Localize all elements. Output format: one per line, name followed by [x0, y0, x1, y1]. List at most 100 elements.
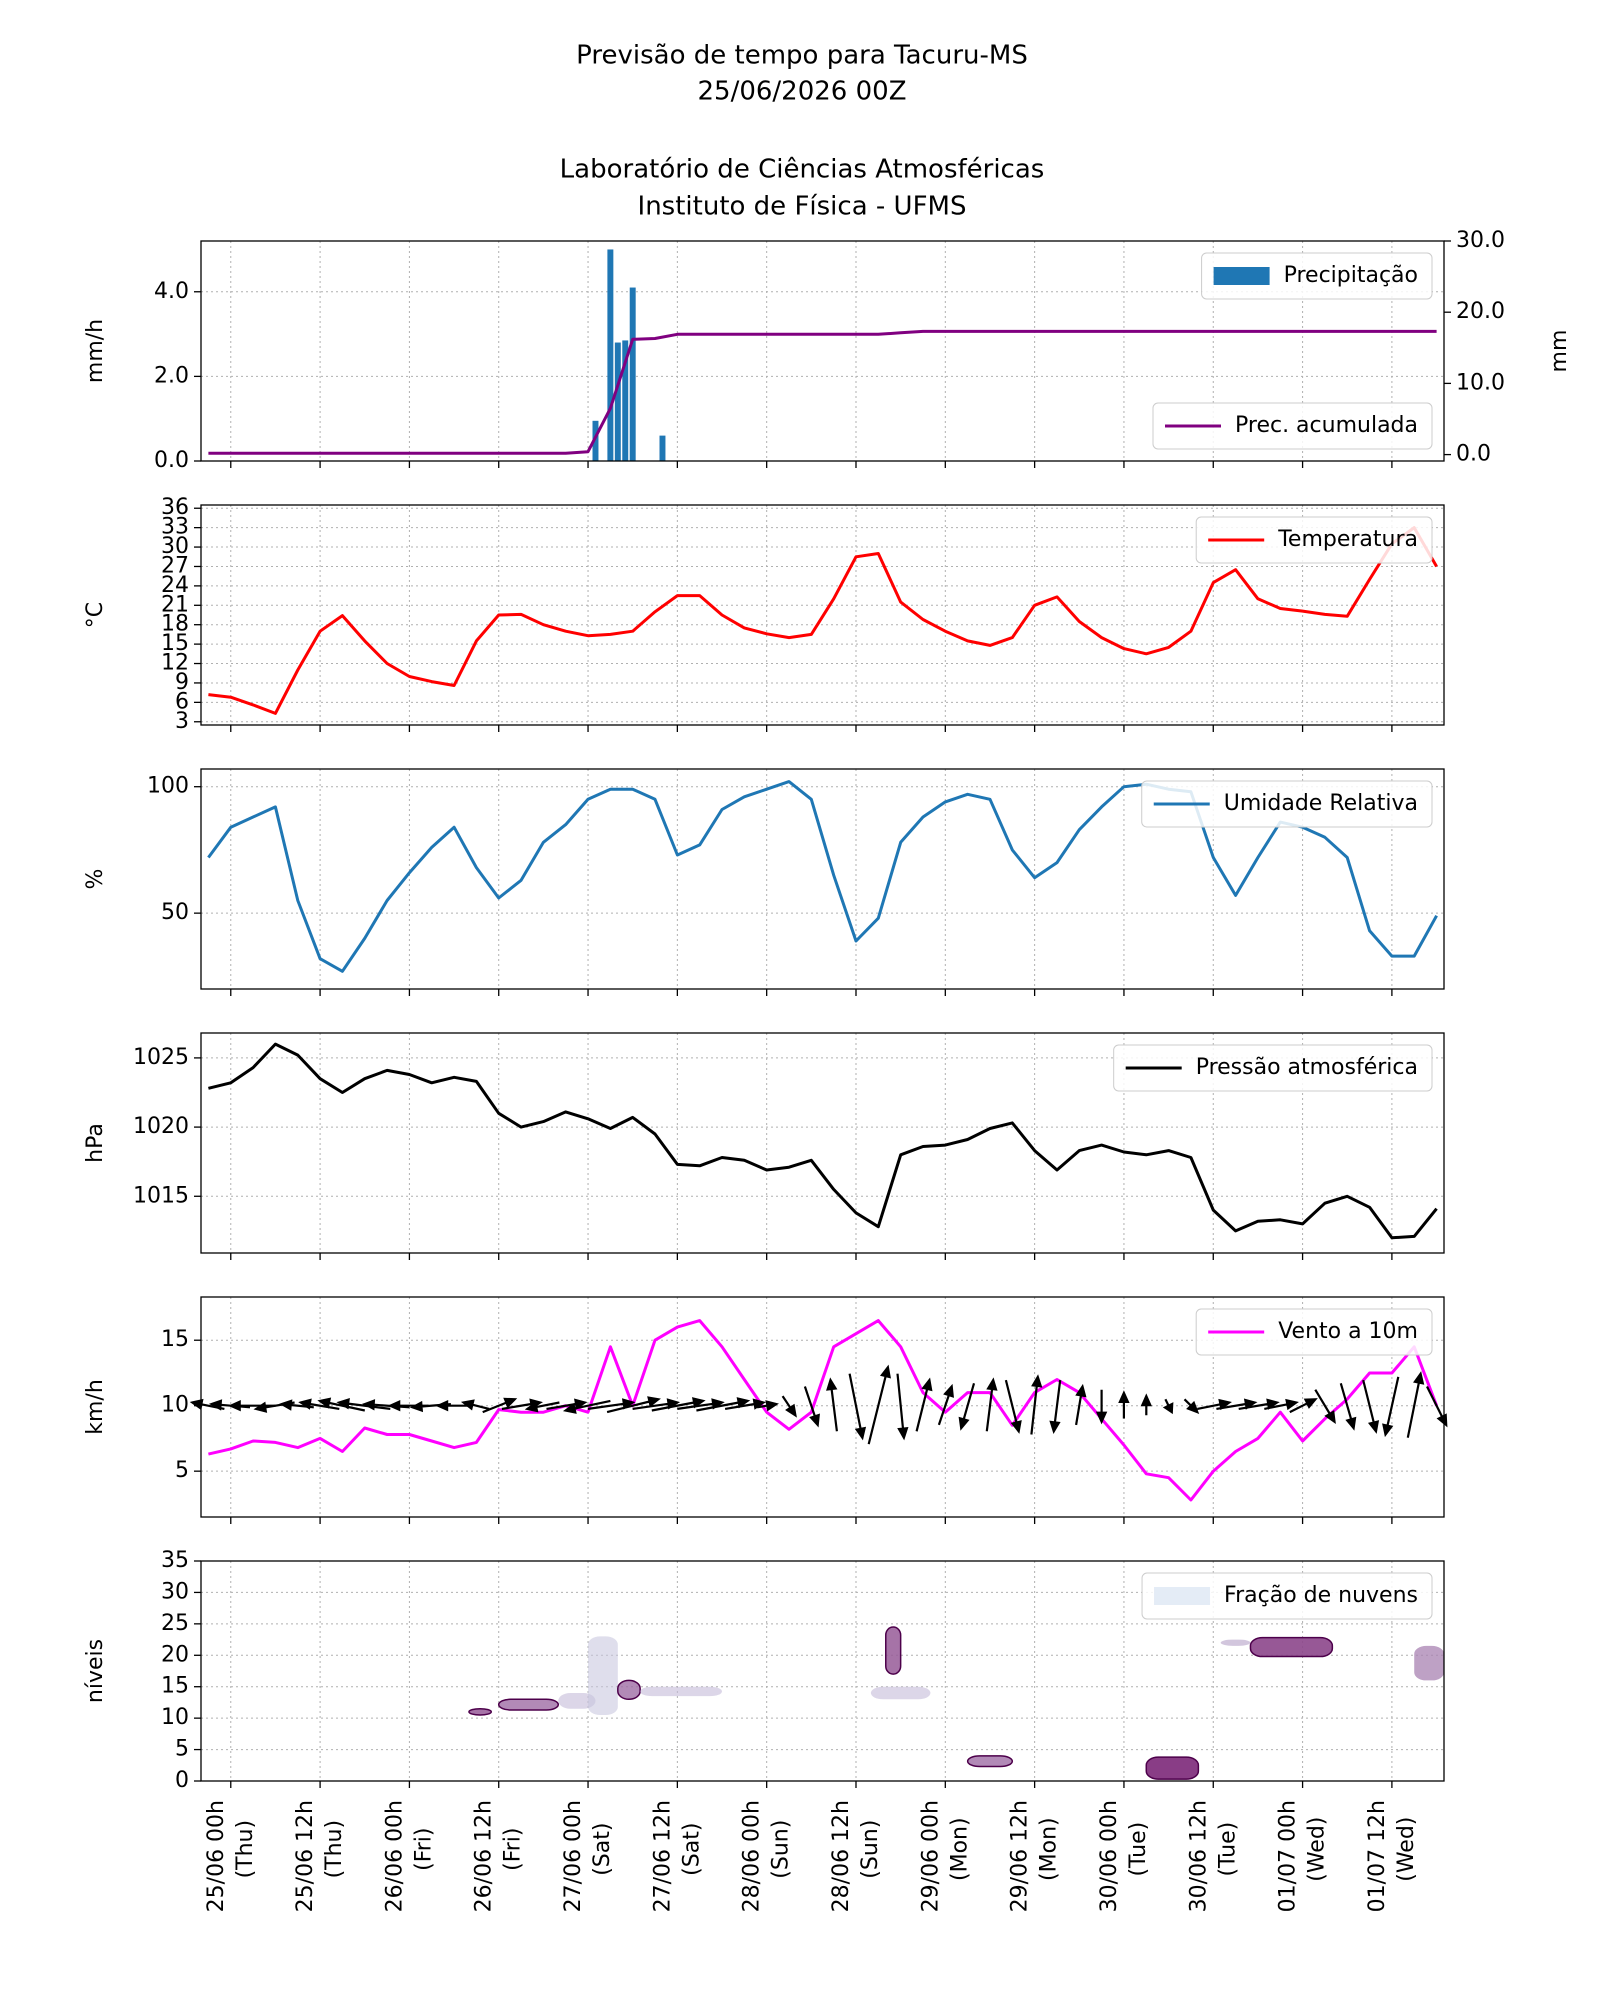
x-tick-label: 27/06 00h (Sat)	[561, 1793, 615, 1912]
wind-arrow	[1095, 1389, 1108, 1425]
y-tick-label: 0.0	[1456, 442, 1491, 467]
y-tick-label: 5	[175, 1737, 189, 1762]
wind-arrow	[1362, 1379, 1380, 1434]
cloud-patch	[966, 1755, 1014, 1768]
axes-frame	[200, 1032, 1445, 1254]
wind-arrow	[848, 1373, 867, 1441]
bar	[629, 287, 636, 461]
y-tick-label: 18	[161, 612, 189, 637]
legend-box	[1141, 1572, 1433, 1620]
legend-box	[1195, 1308, 1433, 1356]
wind-arrow	[546, 1398, 588, 1410]
y-axis-label: %	[83, 869, 108, 890]
wind-arrow	[985, 1377, 998, 1432]
wind-arrow	[1216, 1398, 1258, 1410]
y-tick-label: 1015	[133, 1183, 189, 1208]
wind-arrow	[1382, 1376, 1400, 1438]
y-axis-label: hPa	[83, 1123, 108, 1163]
wind-arrow	[632, 1398, 681, 1410]
x-tick-label: 29/06 00h (Mon)	[918, 1793, 972, 1912]
wind-arrow	[524, 1401, 560, 1413]
x-tick-label: 26/06 00h (Fri)	[382, 1793, 436, 1912]
wind-arrow	[1049, 1379, 1062, 1434]
y-tick-label: 3	[175, 709, 189, 734]
bar	[592, 420, 599, 461]
legend-box	[1195, 516, 1433, 564]
bar	[614, 342, 621, 461]
series-line	[208, 1042, 1438, 1240]
x-tick-label: 01/07 12h (Wed)	[1365, 1793, 1419, 1912]
y-axis-label: mm/h	[83, 319, 108, 383]
y-tick-label: 2.0	[154, 363, 189, 388]
wind-arrow	[867, 1364, 891, 1445]
x-tick-label: 27/06 12h (Sat)	[650, 1793, 704, 1912]
y-tick-label: 20	[161, 1642, 189, 1667]
y-tick-label: 21	[161, 592, 189, 617]
subtitle-line: Laboratório de Ciências Atmosféricas	[560, 155, 1045, 185]
y-tick-label: 20.0	[1456, 299, 1505, 324]
wind-arrow	[1162, 1398, 1174, 1415]
series-line	[208, 1319, 1439, 1502]
cloud-patch	[558, 1693, 596, 1709]
legend-swatch	[1213, 267, 1270, 285]
cloud-patch	[497, 1698, 560, 1711]
legend-label: Precipitação	[1284, 263, 1418, 288]
y-tick-label: 5	[175, 1458, 189, 1483]
y-axis-label: níveis	[83, 1639, 108, 1703]
bar	[607, 249, 614, 461]
title-line: Previsão de tempo para Tacuru-MS	[576, 41, 1028, 71]
y-tick-label: 1020	[133, 1114, 189, 1139]
legend-label: Prec. acumulada	[1235, 413, 1418, 438]
y-tick-label: 15	[161, 1674, 189, 1699]
wind-arrow	[1118, 1390, 1130, 1419]
legend-box	[1113, 1044, 1433, 1092]
wind-arrow	[1426, 1386, 1448, 1428]
wind-arrow	[696, 1397, 751, 1412]
y-tick-label: 35	[161, 1548, 189, 1573]
wind-arrow	[1289, 1398, 1318, 1414]
wind-arrow	[1264, 1398, 1299, 1411]
bar	[659, 435, 666, 461]
legend-label: Umidade Relativa	[1224, 791, 1418, 816]
cloud-patch	[885, 1626, 902, 1675]
wind-arrow	[724, 1398, 767, 1410]
series-line	[207, 780, 1438, 973]
y-tick-label: 27	[161, 553, 189, 578]
series-line	[208, 526, 1438, 715]
legend-label: Pressão atmosférica	[1196, 1055, 1418, 1080]
x-tick-label: 26/06 12h (Fri)	[472, 1793, 526, 1912]
series-line	[208, 329, 1437, 455]
cloud-patch	[588, 1636, 618, 1715]
x-tick-label: 29/06 12h (Mon)	[1008, 1793, 1062, 1912]
y-tick-label: 10	[161, 1705, 189, 1730]
y-tick-label: 30.0	[1456, 228, 1505, 253]
wind-arrow	[896, 1373, 909, 1441]
wind-arrow	[915, 1377, 933, 1432]
legend-box	[1141, 780, 1433, 828]
wind-arrow	[803, 1386, 820, 1428]
x-tick-label: 01/07 00h (Wed)	[1276, 1793, 1330, 1912]
cloud-patch	[1249, 1636, 1334, 1658]
legend-label: Temperatura	[1277, 527, 1418, 552]
wind-arrow	[1197, 1398, 1232, 1411]
x-tick-label: 30/06 00h (Tue)	[1097, 1793, 1151, 1912]
cloud-patch	[1414, 1645, 1444, 1681]
wind-arrow	[482, 1397, 518, 1414]
wind-arrow	[1339, 1382, 1357, 1431]
y-tick-label: 15	[161, 631, 189, 656]
y-tick-label: 10	[161, 1393, 189, 1418]
y-tick-label: 30	[161, 534, 189, 559]
axes-frame	[200, 504, 1445, 726]
legend-box	[1152, 402, 1433, 450]
cloud-patch	[468, 1707, 493, 1716]
cloud-patch	[1145, 1756, 1200, 1780]
wind-arrow	[1406, 1371, 1425, 1438]
y-tick-label: 9	[175, 670, 189, 695]
cloud-patch	[870, 1686, 931, 1700]
y-axis-label: km/h	[83, 1379, 108, 1435]
x-tick-label: 25/06 12h (Thu)	[293, 1793, 347, 1912]
x-tick-label: 30/06 12h (Tue)	[1186, 1793, 1240, 1912]
legend-box	[1201, 252, 1433, 300]
